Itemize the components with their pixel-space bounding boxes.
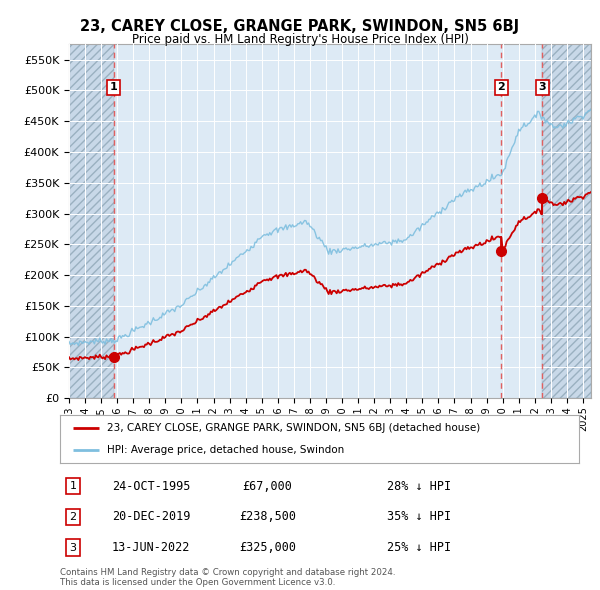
Text: 13-JUN-2022: 13-JUN-2022 xyxy=(112,541,190,554)
Text: 3: 3 xyxy=(538,83,546,93)
Bar xyxy=(542,44,591,398)
Text: £325,000: £325,000 xyxy=(239,541,296,554)
Text: 20-DEC-2019: 20-DEC-2019 xyxy=(112,510,190,523)
Text: 23, CAREY CLOSE, GRANGE PARK, SWINDON, SN5 6BJ: 23, CAREY CLOSE, GRANGE PARK, SWINDON, S… xyxy=(80,19,520,34)
Text: 28% ↓ HPI: 28% ↓ HPI xyxy=(387,480,451,493)
Text: Contains HM Land Registry data © Crown copyright and database right 2024.
This d: Contains HM Land Registry data © Crown c… xyxy=(60,568,395,587)
Text: 23, CAREY CLOSE, GRANGE PARK, SWINDON, SN5 6BJ (detached house): 23, CAREY CLOSE, GRANGE PARK, SWINDON, S… xyxy=(107,423,480,433)
Text: 25% ↓ HPI: 25% ↓ HPI xyxy=(387,541,451,554)
Bar xyxy=(69,44,114,398)
Text: HPI: Average price, detached house, Swindon: HPI: Average price, detached house, Swin… xyxy=(107,445,344,455)
Text: 3: 3 xyxy=(70,543,76,553)
Text: 2: 2 xyxy=(497,83,505,93)
Text: £238,500: £238,500 xyxy=(239,510,296,523)
Text: 1: 1 xyxy=(70,481,76,491)
Text: 1: 1 xyxy=(110,83,118,93)
Text: 24-OCT-1995: 24-OCT-1995 xyxy=(112,480,190,493)
Text: 2: 2 xyxy=(70,512,77,522)
Text: 35% ↓ HPI: 35% ↓ HPI xyxy=(387,510,451,523)
Text: Price paid vs. HM Land Registry's House Price Index (HPI): Price paid vs. HM Land Registry's House … xyxy=(131,33,469,46)
Text: £67,000: £67,000 xyxy=(242,480,293,493)
